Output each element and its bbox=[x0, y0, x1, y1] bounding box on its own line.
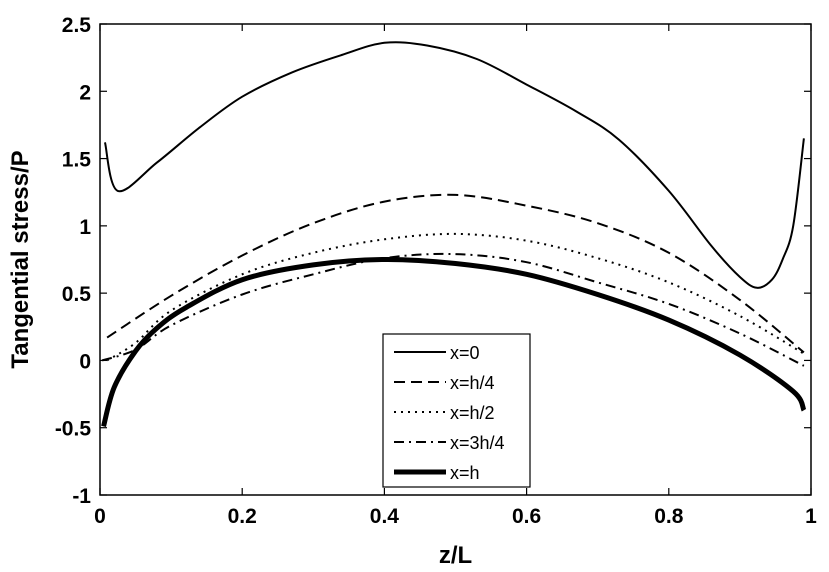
legend-item: x=h/4 bbox=[394, 373, 495, 393]
axes-frame bbox=[99, 23, 812, 496]
x-tick-label: 0.8 bbox=[654, 505, 684, 528]
x-tick-label: 0.4 bbox=[370, 505, 400, 528]
legend-label: x=h/2 bbox=[450, 403, 495, 423]
legend-box bbox=[382, 333, 531, 488]
x-tick-label: 1 bbox=[805, 505, 817, 528]
legend-item: x=3h/4 bbox=[394, 433, 505, 453]
y-tick-label: 1.5 bbox=[62, 149, 92, 172]
legend-label: x=h/4 bbox=[450, 373, 495, 393]
y-tick-label: 0.5 bbox=[62, 283, 92, 306]
y-tick-label: -1 bbox=[72, 485, 91, 508]
legend-item: x=h/2 bbox=[394, 403, 495, 423]
y-axis-ticks: -1 -0.5 0 0.5 1 1.5 2 2.5 bbox=[55, 14, 811, 508]
plot-area bbox=[101, 41, 807, 428]
y-tick-label: -0.5 bbox=[55, 418, 92, 441]
legend-label: x=h bbox=[450, 463, 480, 483]
y-tick-label: 0 bbox=[79, 350, 91, 373]
x-tick-label: 0.2 bbox=[228, 505, 257, 528]
legend-label: x=0 bbox=[450, 343, 480, 363]
series-line-x-3h-4 bbox=[101, 252, 805, 367]
series-line-x-h-2 bbox=[106, 232, 805, 362]
series-line-x-h bbox=[101, 256, 807, 428]
x-axis-title: z/L bbox=[439, 542, 472, 569]
legend-item: x=0 bbox=[394, 343, 480, 363]
series-line-x-0 bbox=[104, 41, 805, 289]
y-tick-label: 2.5 bbox=[62, 14, 92, 37]
series-line-x-h-4 bbox=[106, 193, 805, 354]
legend: x=0 x=h/4 x=h/2 x=3h/4 x=h bbox=[382, 333, 531, 488]
y-axis-title: Tangential stress/P bbox=[7, 150, 34, 368]
x-axis-ticks: 0 0.2 0.4 0.6 0.8 1 bbox=[94, 24, 817, 528]
legend-label: x=3h/4 bbox=[450, 433, 505, 453]
y-tick-label: 1 bbox=[79, 216, 91, 239]
x-tick-label: 0.6 bbox=[512, 505, 541, 528]
legend-item: x=h bbox=[394, 463, 480, 483]
y-tick-label: 2 bbox=[79, 81, 91, 104]
x-tick-label: 0 bbox=[94, 505, 106, 528]
